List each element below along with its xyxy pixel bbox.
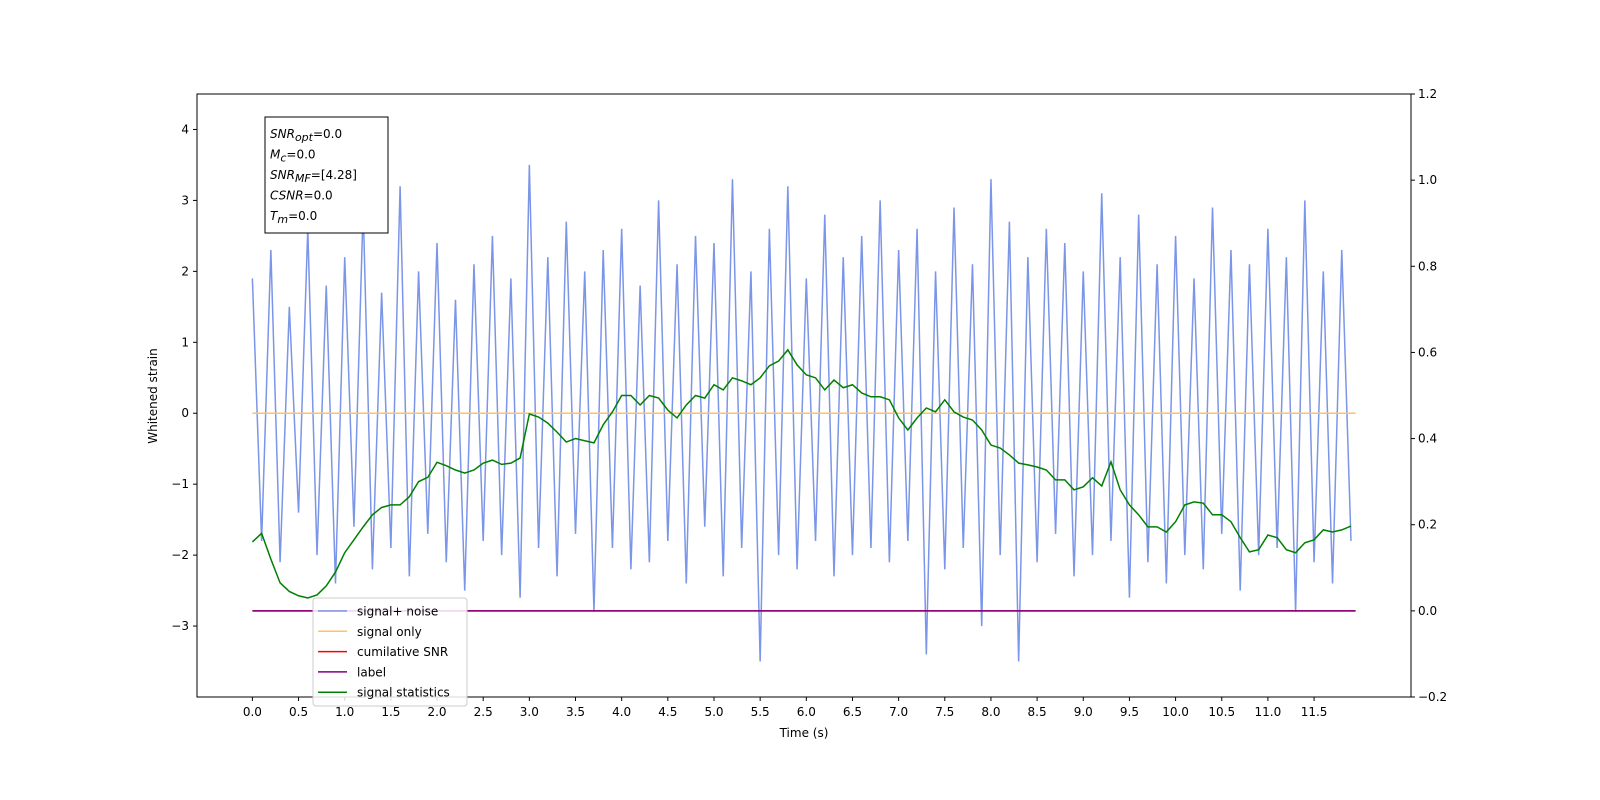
info-symbol: T [270,209,279,223]
info-subscript: MF [295,172,311,185]
info-subscript: c [280,152,286,165]
y-tick-label: −3 [171,619,189,633]
y-tick-label: 2 [181,264,189,278]
legend-label: cumilative SNR [357,645,448,659]
x-tick-label: 1.0 [335,705,354,719]
x-tick-label: 9.0 [1074,705,1093,719]
info-line: SNRopt=0.0 [270,127,342,144]
info-line: CSNR=0.0 [270,189,333,203]
series-line [251,348,1352,599]
y2-tick-label: 1.0 [1418,173,1437,187]
x-tick-label: 2.5 [474,705,493,719]
x-tick-label: 0.5 [289,705,308,719]
x-tick-label: 3.5 [566,705,585,719]
y2-tick-label: 0.6 [1418,345,1437,359]
info-line: Tm=0.0 [270,209,317,226]
x-tick-label: 5.5 [751,705,770,719]
x-tick-label: 8.0 [981,705,1000,719]
info-subscript: m [277,213,288,226]
y2-tick-label: 0.8 [1418,259,1437,273]
info-symbol: M [270,148,281,162]
axes-frame [196,93,1412,698]
legend-label: signal only [357,625,422,639]
info-box-frame [264,116,389,234]
info-value: =[4.28] [311,168,357,182]
x-tick-label: 11.5 [1301,705,1328,719]
x-tick-label: 11.0 [1255,705,1282,719]
info-value: =0.0 [286,148,315,162]
x-tick-label: 4.0 [612,705,631,719]
y-tick-label: 4 [181,122,189,136]
info-value: =0.0 [304,189,333,203]
y-tick-label: 0 [181,406,189,420]
x-tick-label: 6.0 [797,705,816,719]
y-tick-label: −1 [171,477,189,491]
legend-label: label [357,665,386,679]
y2-tick-label: 0.0 [1418,604,1437,618]
x-tick-label: 10.0 [1162,705,1189,719]
series-line [251,164,1352,662]
x-tick-label: 0.0 [243,705,262,719]
x-tick-label: 8.5 [1028,705,1047,719]
info-symbol: CSNR [270,189,304,203]
x-axis-label: Time (s) [779,726,829,740]
x-tick-label: 10.5 [1208,705,1235,719]
y-axis-label: Whitened strain [146,348,160,444]
y2-tick-label: 0.4 [1418,432,1437,446]
x-tick-label: 1.5 [381,705,400,719]
y2-tick-label: 0.2 [1418,518,1437,532]
x-tick-label: 9.5 [1120,705,1139,719]
y-tick-label: −2 [171,548,189,562]
legend-label: signal+ noise [357,605,438,619]
info-symbol: SNR [270,168,295,182]
info-value: =0.0 [313,127,342,141]
info-box: SNRopt=0.0Mc=0.0SNRMF=[4.28]CSNR=0.0Tm=0… [264,116,389,234]
x-tick-label: 7.5 [935,705,954,719]
info-value: =0.0 [288,209,317,223]
y-tick-label: 3 [181,193,189,207]
legend: signal+ noise signal only cumilative SNR la… [312,597,468,707]
legend-label: signal statistics [357,686,450,700]
x-tick-label: 5.0 [704,705,723,719]
x-tick-label: 3.0 [520,705,539,719]
y2-tick-label: −0.2 [1418,690,1447,704]
info-symbol: SNR [270,127,295,141]
info-line: Mc=0.0 [270,148,316,165]
x-tick-label: 7.0 [889,705,908,719]
x-tick-label: 2.0 [427,705,446,719]
y-tick-label: 1 [181,335,189,349]
x-tick-label: 6.5 [843,705,862,719]
legend-frame [312,597,468,707]
info-subscript: opt [295,131,314,144]
x-tick-label: 4.5 [658,705,677,719]
info-line: SNRMF=[4.28] [270,168,357,185]
y2-tick-label: 1.2 [1418,87,1437,101]
